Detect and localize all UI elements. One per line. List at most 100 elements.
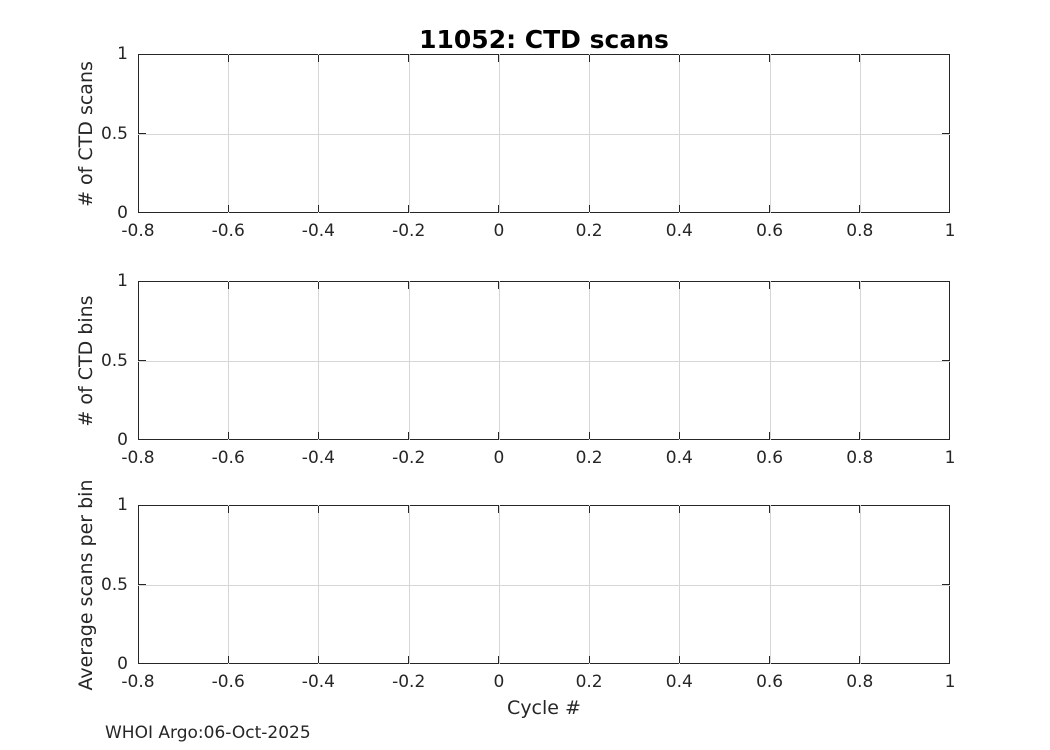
y-tick-label: 1 (117, 44, 128, 64)
y-tick-mark (139, 359, 146, 362)
x-tick-mark (678, 506, 680, 513)
footer-annotation: WHOI Argo:06-Oct-2025 (105, 723, 311, 743)
x-tick-mark (768, 282, 771, 289)
x-tick-mark (768, 205, 771, 212)
x-tick-label: -0.4 (301, 672, 335, 692)
x-tick-label: -0.6 (211, 221, 245, 241)
x-tick-mark (588, 55, 590, 62)
y-tick-mark (139, 583, 146, 586)
y-tick-label: 1 (117, 271, 128, 291)
x-tick-mark (768, 55, 771, 62)
x-tick-mark (317, 282, 320, 289)
x-tick-mark (588, 432, 590, 439)
x-axis-label: Cycle # (507, 697, 581, 719)
y-tick-label: 0.5 (100, 574, 128, 595)
x-tick-label: 0.2 (575, 672, 603, 692)
x-tick-mark (227, 282, 229, 289)
x-tick-mark (588, 506, 590, 513)
axes-ctd-scans: # of CTD scans -0.8 -0.6 -0.4 -0.2 0 0.2 0.4 0.… (75, 44, 955, 241)
x-tick-mark (768, 506, 771, 513)
x-tick-mark (859, 432, 861, 439)
x-tick-mark (317, 656, 320, 663)
x-tick-mark (768, 656, 771, 663)
figure-title: 11052: CTD scans (419, 25, 669, 54)
x-tick-label: -0.8 (121, 221, 155, 241)
x-tick-label: -0.6 (211, 448, 245, 468)
x-tick-mark (498, 205, 500, 212)
x-tick-mark (408, 55, 410, 62)
x-tick-label: 0.2 (575, 221, 603, 241)
x-tick-label: 0.6 (756, 448, 784, 468)
y-tick-label: 0 (117, 203, 128, 223)
x-tick-mark (498, 656, 500, 663)
x-tick-mark (227, 55, 229, 62)
x-tick-mark (678, 205, 680, 212)
x-tick-label: 1 (944, 672, 956, 692)
x-tick-mark (588, 282, 590, 289)
x-tick-mark (588, 656, 590, 663)
x-tick-mark (768, 432, 771, 439)
x-tick-mark (498, 506, 500, 513)
x-tick-mark (317, 506, 320, 513)
y-tick-label: 1 (117, 495, 128, 515)
x-tick-label: -0.4 (301, 221, 335, 241)
x-tick-label: 0.4 (665, 221, 693, 241)
x-tick-label: 0.8 (846, 672, 874, 692)
x-tick-label: 0 (493, 672, 505, 692)
x-tick-label: 0.4 (665, 672, 693, 692)
x-tick-label: 0.8 (846, 221, 874, 241)
x-tick-mark (227, 205, 229, 212)
x-tick-mark (227, 656, 229, 663)
x-tick-label: -0.2 (392, 672, 426, 692)
x-tick-mark (317, 205, 320, 212)
x-tick-mark (227, 432, 229, 439)
y-gridline (138, 133, 950, 135)
x-tick-mark (227, 506, 229, 513)
y-tick-label: 0 (117, 654, 128, 674)
x-tick-mark (498, 432, 500, 439)
x-tick-mark (859, 656, 861, 663)
x-tick-label: 0.2 (575, 448, 603, 468)
x-tick-label: -0.2 (392, 221, 426, 241)
x-tick-label: 1 (944, 221, 956, 241)
y-tick-label: 0 (117, 430, 128, 450)
y-tick-mark (942, 132, 949, 135)
x-tick-mark (859, 55, 861, 62)
x-tick-mark (678, 55, 680, 62)
y-tick-mark (942, 583, 949, 586)
x-tick-mark (498, 282, 500, 289)
x-tick-mark (498, 55, 500, 62)
x-tick-mark (408, 506, 410, 513)
x-tick-mark (408, 656, 410, 663)
axes-avg-scans-per-bin: Average scans per bin -0.8 -0.6 -0.4 -0.2 0 0… (75, 479, 955, 692)
y-gridline (138, 360, 950, 362)
x-tick-label: -0.6 (211, 672, 245, 692)
x-tick-label: -0.8 (121, 448, 155, 468)
y-tick-label: 0.5 (100, 350, 128, 371)
x-tick-mark (408, 282, 410, 289)
x-tick-mark (588, 205, 590, 212)
x-tick-label: 1 (944, 448, 956, 468)
y-gridline (138, 584, 950, 586)
x-tick-label: 0.4 (665, 448, 693, 468)
x-tick-label: -0.8 (121, 672, 155, 692)
x-tick-label: 0.6 (756, 672, 784, 692)
x-tick-mark (859, 282, 861, 289)
x-tick-mark (408, 432, 410, 439)
x-tick-label: -0.4 (301, 448, 335, 468)
x-tick-mark (678, 656, 680, 663)
x-tick-label: 0 (493, 221, 505, 241)
x-tick-label: 0 (493, 448, 505, 468)
y-tick-mark (942, 359, 949, 362)
x-tick-mark (408, 205, 410, 212)
x-tick-label: 0.8 (846, 448, 874, 468)
axes-ctd-bins: # of CTD bins -0.8 -0.6 -0.4 -0.2 0 0.2 0.4 0.6… (75, 271, 955, 468)
y-tick-label: 0.5 (100, 123, 128, 144)
x-tick-label: 0.6 (756, 221, 784, 241)
y-tick-mark (139, 132, 146, 135)
x-tick-mark (317, 55, 320, 62)
x-tick-mark (859, 506, 861, 513)
x-tick-mark (678, 432, 680, 439)
x-tick-label: -0.2 (392, 448, 426, 468)
